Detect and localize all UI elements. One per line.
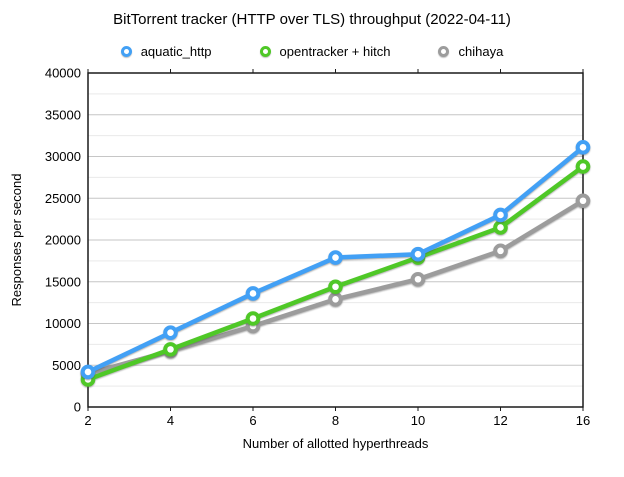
legend-label-aquatic-http: aquatic_http: [140, 44, 212, 59]
y-axis-tick-label: 20000: [45, 233, 81, 248]
legend: aquatic_http opentracker + hitch chihaya: [0, 44, 624, 59]
x-axis-tick-label: 6: [249, 413, 256, 428]
legend-label-opentracker-hitch: opentracker + hitch: [279, 44, 391, 59]
data-point-opentracker-hitch-12: [493, 220, 508, 235]
data-point-aquatic-http-4: [163, 325, 178, 340]
data-point-aquatic-http-16: [575, 140, 591, 155]
data-point-opentracker-hitch-8: [328, 279, 343, 295]
series-opentracker-hitch: [80, 159, 591, 387]
data-point-aquatic-http-6: [245, 286, 261, 301]
data-point-aquatic-http-12: [493, 207, 508, 223]
series-marker-icon-opentracker-hitch: [259, 46, 271, 57]
legend-item-chihaya: chihaya: [438, 44, 503, 59]
data-point-opentracker-hitch-6: [245, 311, 261, 326]
x-axis-tick-label: 16: [576, 413, 590, 428]
y-axis-tick-label: 5000: [52, 358, 81, 373]
y-axis-tick-label: 30000: [45, 149, 81, 164]
y-axis-tick-label: 15000: [45, 274, 81, 289]
data-point-chihaya-12: [493, 243, 508, 259]
x-axis-tick-label: 10: [411, 413, 425, 428]
series-marker-icon-chihaya: [438, 46, 450, 57]
y-axis-tick-label: 25000: [45, 191, 81, 206]
legend-label-chihaya: chihaya: [458, 44, 504, 59]
data-point-opentracker-hitch-4: [163, 342, 178, 357]
y-axis-tick-label: 0: [74, 400, 81, 415]
data-point-aquatic-http-8: [328, 250, 343, 265]
data-point-chihaya-8: [328, 291, 343, 307]
x-axis-title: Number of allotted hyperthreads: [242, 436, 429, 451]
y-axis-tick-label: 40000: [45, 66, 81, 81]
x-axis-tick-label: 2: [84, 413, 91, 428]
legend-item-opentracker-hitch: opentracker + hitch: [259, 44, 391, 59]
legend-item-aquatic-http: aquatic_http: [120, 44, 212, 59]
chart-title: BitTorrent tracker (HTTP over TLS) throu…: [113, 11, 511, 28]
data-point-chihaya-16: [575, 193, 591, 209]
x-axis-tick-label: 12: [493, 413, 507, 428]
y-axis-tick-label: 35000: [45, 107, 81, 122]
series-marker-icon-aquatic-http: [120, 46, 132, 57]
data-point-chihaya-10: [410, 271, 426, 287]
y-axis-tick-label: 10000: [45, 316, 81, 331]
data-point-aquatic-http-2: [80, 364, 96, 380]
y-axis-title: Responses per second: [9, 173, 24, 307]
plot-border: [87, 72, 584, 408]
x-axis-tick-label: 4: [167, 413, 174, 428]
data-point-aquatic-http-10: [410, 246, 426, 262]
series-aquatic-http: [80, 140, 591, 380]
data-point-opentracker-hitch-16: [575, 159, 591, 174]
x-axis-tick-label: 8: [332, 413, 339, 428]
